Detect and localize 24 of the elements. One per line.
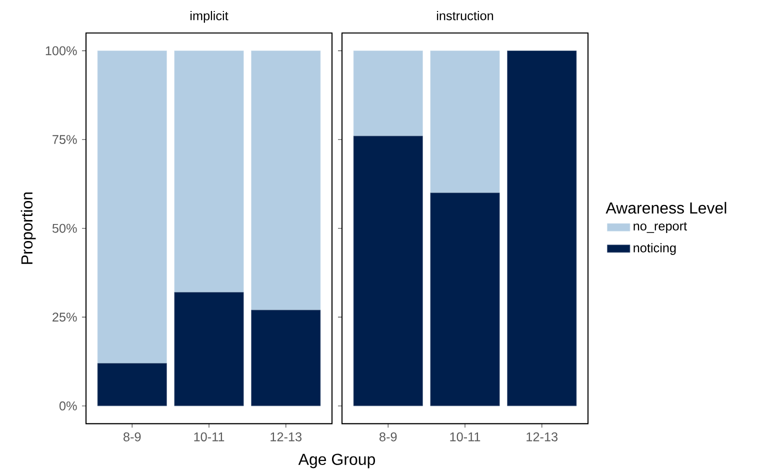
x-tick-label: 10-11 bbox=[194, 432, 224, 442]
x-axis-title: Age Group bbox=[298, 454, 375, 468]
x-tick-label: 10-11 bbox=[450, 432, 480, 442]
bar bbox=[174, 292, 244, 406]
bar bbox=[97, 50, 167, 364]
y-tick-label: 0% bbox=[59, 402, 77, 411]
x-tick-label: 12-13 bbox=[526, 432, 558, 442]
y-axis-title: Proportion bbox=[20, 192, 36, 264]
legend-label: no_report bbox=[634, 222, 687, 234]
y-tick-label: 50% bbox=[52, 224, 77, 233]
x-tick-label: 12-13 bbox=[270, 432, 302, 442]
bar bbox=[251, 50, 321, 310]
bar bbox=[251, 310, 321, 406]
legend-title: Awareness Level bbox=[606, 202, 726, 214]
bar bbox=[174, 50, 244, 293]
bar bbox=[97, 363, 167, 406]
x-tick-label: 8-9 bbox=[124, 432, 141, 442]
chart-title: instruction bbox=[436, 11, 494, 20]
y-tick-label: 100% bbox=[46, 46, 77, 56]
y-tick-label: 75% bbox=[52, 135, 77, 144]
legend-label: noticing bbox=[634, 243, 676, 256]
chart-title: implicit bbox=[190, 11, 228, 23]
x-tick-label: 8-9 bbox=[380, 432, 397, 442]
y-tick-label: 25% bbox=[52, 312, 77, 322]
